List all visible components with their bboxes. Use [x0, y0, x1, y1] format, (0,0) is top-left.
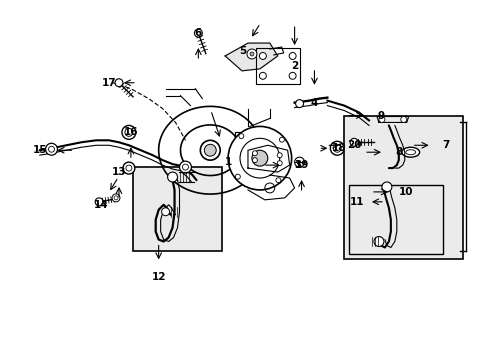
Circle shape [333, 144, 341, 152]
Circle shape [194, 29, 202, 37]
Circle shape [252, 151, 257, 156]
Bar [133, 167, 222, 251]
Circle shape [112, 194, 120, 202]
Circle shape [95, 198, 103, 206]
Circle shape [115, 79, 122, 87]
Circle shape [235, 174, 240, 179]
Circle shape [288, 72, 296, 79]
Text: 8: 8 [394, 147, 402, 157]
Circle shape [126, 165, 132, 171]
Circle shape [381, 182, 391, 192]
Text: 5: 5 [239, 46, 246, 56]
Circle shape [122, 162, 135, 174]
Text: 9: 9 [377, 111, 384, 121]
Circle shape [400, 117, 406, 122]
Circle shape [179, 161, 191, 173]
Circle shape [277, 161, 282, 166]
Circle shape [167, 172, 177, 182]
Circle shape [246, 49, 256, 59]
Circle shape [48, 146, 54, 152]
Circle shape [251, 150, 267, 166]
Text: 13: 13 [111, 167, 126, 177]
Circle shape [204, 144, 216, 156]
Circle shape [228, 126, 291, 190]
Circle shape [279, 137, 284, 142]
Polygon shape [224, 43, 277, 71]
Bar [348, 185, 443, 255]
Circle shape [259, 72, 266, 79]
Circle shape [373, 237, 383, 247]
Circle shape [249, 52, 253, 56]
Circle shape [162, 208, 169, 216]
Polygon shape [247, 145, 289, 172]
Circle shape [378, 117, 384, 122]
Text: 16: 16 [123, 127, 138, 138]
Circle shape [277, 153, 282, 158]
Circle shape [295, 100, 303, 108]
Text: 1: 1 [224, 157, 231, 167]
Text: 17: 17 [102, 78, 116, 88]
Ellipse shape [405, 150, 415, 155]
Circle shape [259, 53, 266, 59]
Circle shape [200, 140, 220, 160]
Text: 20: 20 [346, 140, 361, 150]
Bar [344, 116, 462, 260]
Text: 14: 14 [94, 200, 108, 210]
Text: 19: 19 [294, 160, 308, 170]
Text: 4: 4 [310, 98, 318, 108]
Text: 12: 12 [151, 272, 165, 282]
Circle shape [275, 178, 280, 183]
Circle shape [124, 129, 133, 136]
Text: 18: 18 [331, 143, 346, 153]
Circle shape [349, 138, 357, 146]
Ellipse shape [401, 147, 419, 157]
Text: 6: 6 [194, 28, 202, 38]
Circle shape [182, 164, 188, 170]
Circle shape [252, 158, 257, 163]
Circle shape [114, 196, 118, 200]
Circle shape [239, 134, 244, 139]
Text: 11: 11 [349, 197, 364, 207]
Text: 10: 10 [398, 187, 412, 197]
Circle shape [294, 157, 304, 167]
Text: 2: 2 [290, 61, 298, 71]
Circle shape [45, 143, 57, 155]
Text: 3: 3 [293, 160, 301, 170]
Circle shape [240, 138, 279, 178]
Circle shape [330, 141, 344, 155]
Circle shape [122, 125, 136, 139]
Circle shape [288, 53, 296, 59]
Text: 15: 15 [32, 145, 47, 155]
Text: 7: 7 [442, 140, 449, 150]
